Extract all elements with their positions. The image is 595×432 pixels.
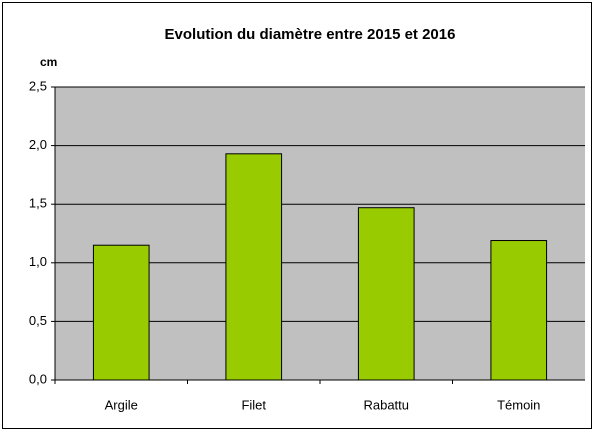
bar	[490, 240, 548, 381]
chart-title: Evolution du diamètre entre 2015 et 2016	[165, 26, 456, 43]
bar	[92, 244, 150, 381]
y-tick-label: 1,5	[29, 196, 47, 211]
x-tick-label: Témoin	[497, 397, 540, 412]
bar	[357, 207, 415, 381]
y-axis-label: cm	[40, 55, 57, 69]
y-tick-label: 0,0	[29, 371, 47, 386]
y-tick-label: 2,5	[29, 78, 47, 93]
x-tick-label: Filet	[241, 397, 266, 412]
y-tick-label: 1,0	[29, 254, 47, 269]
y-tick-label: 2,0	[29, 137, 47, 152]
x-tick-label: Rabattu	[363, 397, 409, 412]
x-tick-label: Argile	[105, 397, 138, 412]
y-tick-label: 0,5	[29, 313, 47, 328]
bar	[225, 153, 283, 381]
